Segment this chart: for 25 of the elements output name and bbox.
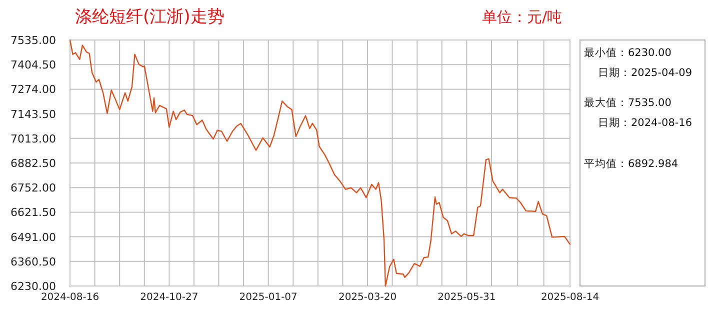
y-tick-label: 7274.00 — [10, 83, 56, 96]
text: 平均值：6892.984 — [584, 158, 678, 170]
y-tick-label: 6882.50 — [10, 157, 56, 170]
x-tick-label: 2024-10-27 — [140, 292, 198, 303]
x-tick-label: 2024-08-16 — [40, 292, 100, 303]
x-tick-label: 2025-03-20 — [338, 292, 397, 303]
y-tick-label: 6621.50 — [10, 206, 56, 220]
y-tick-label: 6360.50 — [10, 255, 56, 268]
x-tick-label: 2025-08-14 — [540, 292, 600, 303]
y-tick-label: 6230.00 — [10, 280, 56, 293]
x-tick-label: 2025-01-07 — [239, 292, 298, 303]
y-tick-label: 7535.00 — [10, 34, 56, 47]
y-tick-label: 7013.00 — [10, 132, 56, 146]
y-tick-label: 6752.00 — [10, 182, 56, 195]
x-tick-label: 2025-05-31 — [438, 292, 496, 303]
text: 日期：2024-08-16 — [598, 117, 692, 129]
y-tick-label: 6491.00 — [10, 230, 56, 244]
y-tick-label: 7143.50 — [10, 108, 56, 121]
text: 最小值：6230.00 — [584, 46, 672, 59]
chart-subtitle: 单位：元/吨 — [482, 8, 562, 26]
text: 日期：2025-04-09 — [598, 67, 692, 79]
text: 最大值：7535.00 — [584, 96, 672, 109]
line-series — [69, 39, 571, 287]
y-tick-label: 7404.50 — [10, 58, 56, 72]
chart-title: 涤纶短纤(江浙)走势 — [75, 7, 224, 27]
